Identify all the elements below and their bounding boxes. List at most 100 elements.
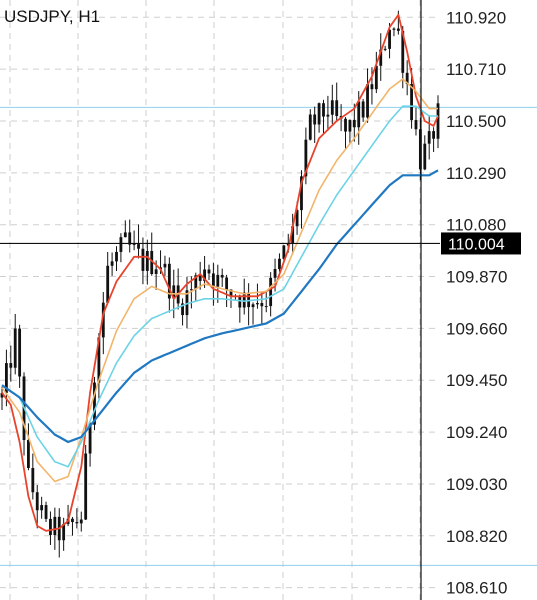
candle-body xyxy=(229,289,233,296)
candle-body xyxy=(189,289,193,291)
candle-body xyxy=(388,29,391,49)
candle-body xyxy=(273,268,277,278)
candle-body xyxy=(374,65,378,90)
candle-body xyxy=(366,84,369,118)
candle-body xyxy=(242,292,246,308)
candle-body xyxy=(119,237,123,252)
candle-body xyxy=(49,518,52,536)
candle-body xyxy=(154,269,158,274)
candle-body xyxy=(352,119,356,128)
candle-body xyxy=(13,328,17,368)
candle-body xyxy=(167,263,171,299)
candle-body xyxy=(308,114,312,140)
candle-body xyxy=(300,176,303,211)
candle-body xyxy=(322,103,325,117)
candle-body xyxy=(295,210,299,227)
candle-body xyxy=(141,248,145,271)
candle-body xyxy=(145,250,149,271)
chart-title: USDJPY, H1 xyxy=(4,7,100,26)
candle-body xyxy=(216,274,220,287)
y-tick-label: 108.820 xyxy=(446,527,507,546)
candle-body xyxy=(392,28,396,30)
candle-body xyxy=(9,363,13,368)
candle-body xyxy=(317,103,321,125)
y-tick-label: 110.500 xyxy=(446,112,506,131)
candle-body xyxy=(101,302,105,338)
candle-body xyxy=(423,143,427,170)
candle-body xyxy=(269,277,273,307)
y-tick-label: 108.610 xyxy=(446,579,507,598)
candle-body xyxy=(88,424,92,454)
candle-body xyxy=(410,83,413,121)
candle-body xyxy=(335,100,339,116)
candle-body xyxy=(97,337,101,383)
candle-body xyxy=(172,285,176,299)
candle-body xyxy=(75,522,79,524)
candle-body xyxy=(4,363,8,393)
candle-body xyxy=(115,251,118,262)
candle-body xyxy=(211,273,215,287)
moving-averages xyxy=(1,13,439,532)
candle-body xyxy=(344,118,347,132)
candle-body xyxy=(132,244,136,246)
y-tick-label: 110.290 xyxy=(446,164,506,183)
candle-body xyxy=(357,101,361,128)
candle-body xyxy=(282,245,286,259)
candle-body xyxy=(185,290,189,316)
candle-body xyxy=(62,523,66,541)
grid-lines xyxy=(0,0,440,600)
candle-body xyxy=(260,303,264,307)
candle-body xyxy=(383,48,387,50)
candle-body xyxy=(418,129,422,170)
candle-body xyxy=(256,303,259,305)
candle-body xyxy=(396,28,400,31)
candle-body xyxy=(264,306,268,308)
candle-body xyxy=(110,261,114,266)
y-tick-label: 109.030 xyxy=(446,475,507,494)
candle-body xyxy=(225,277,229,290)
candle-body xyxy=(326,114,330,117)
candle-body xyxy=(163,263,167,268)
candle-body xyxy=(44,505,48,519)
price-tag-background xyxy=(441,232,521,255)
candle-body xyxy=(150,250,154,274)
y-tick-label: 109.660 xyxy=(446,319,507,338)
candle-body xyxy=(106,265,110,303)
candle-body xyxy=(128,232,132,245)
candle-body xyxy=(286,242,290,246)
horizontal-lines xyxy=(0,106,537,566)
candle-body xyxy=(278,258,281,269)
ma-fast-line xyxy=(1,13,439,532)
candle-body xyxy=(0,392,4,398)
y-tick-label: 110.710 xyxy=(446,60,506,79)
candle-body xyxy=(40,505,44,511)
candle-body xyxy=(330,100,334,115)
candle-body xyxy=(207,269,211,274)
candle-body xyxy=(401,30,405,73)
candle-body xyxy=(137,244,140,249)
candle-body xyxy=(35,492,39,511)
y-tick-label: 109.870 xyxy=(446,268,507,287)
ma-long-line xyxy=(1,169,439,444)
candle-body xyxy=(194,275,198,290)
candle-body xyxy=(79,519,83,524)
current-price-tag: 110.004 xyxy=(441,232,521,255)
candle-body xyxy=(379,49,383,66)
candle-body xyxy=(313,114,317,125)
candle-body xyxy=(84,453,88,520)
y-axis-ticks: 110.920 110.710 110.500 110.290 110.080 109.8… xyxy=(446,8,507,597)
candle-body xyxy=(123,232,127,238)
candle-body xyxy=(370,84,374,90)
y-tick-label: 110.920 xyxy=(446,8,506,27)
candle-body xyxy=(238,297,242,308)
y-tick-label: 109.450 xyxy=(446,371,507,390)
candle-body xyxy=(18,328,22,377)
y-tick-label: 110.080 xyxy=(446,216,506,235)
ma-mid-line xyxy=(1,78,438,483)
candle-body xyxy=(414,120,418,130)
candle-body xyxy=(348,119,352,132)
candles xyxy=(0,10,440,558)
candle-body xyxy=(198,275,202,281)
